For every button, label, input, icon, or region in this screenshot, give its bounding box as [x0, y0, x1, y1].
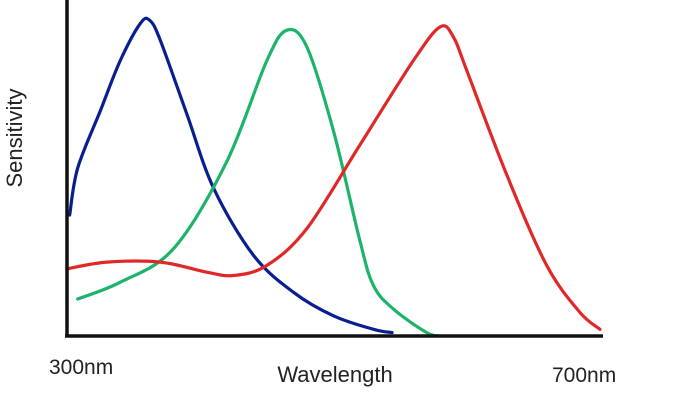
series-line-2: [76, 27, 442, 338]
series-line-3: [65, 24, 602, 331]
series-curves: [65, 16, 602, 338]
series-line-1: [68, 16, 394, 335]
x-tick-label-end: 700nm: [552, 364, 616, 387]
x-axis-label: Wavelength: [277, 362, 392, 387]
y-axis-label: Sensitivity: [2, 88, 27, 187]
x-tick-label-start: 300nm: [49, 356, 113, 379]
